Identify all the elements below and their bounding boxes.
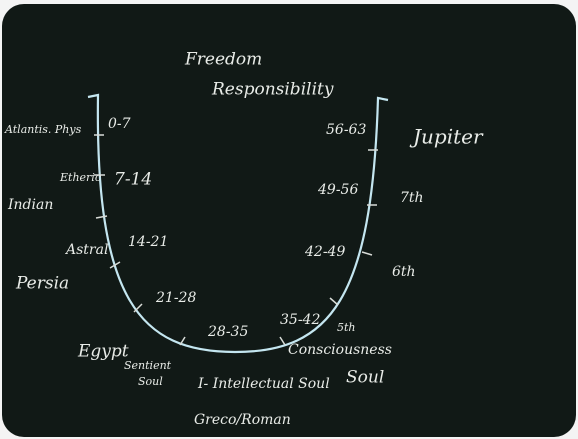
sentient-label: Soul	[138, 375, 163, 388]
header-line: Responsibility	[211, 80, 334, 100]
header-line: Freedom	[184, 50, 262, 70]
sentient-label: Sentient	[124, 359, 172, 372]
epoch-label: Greco/Roman	[194, 412, 291, 428]
age: 21-28	[155, 290, 196, 306]
consciousness-label: Consciousness	[288, 342, 392, 358]
epoch-label: Persia	[15, 274, 69, 294]
age: 28-35	[207, 324, 248, 340]
age: 49-56	[317, 182, 358, 198]
fifth-label: 5th	[337, 321, 356, 334]
body-label: Etheric	[59, 171, 101, 184]
age: 0-7	[108, 116, 131, 132]
soul-label: Soul	[346, 368, 384, 388]
board	[2, 4, 576, 437]
body-label: Astral	[64, 242, 108, 258]
chalkboard: Freedom Responsibility 0-7 7-14 14-21 21…	[0, 0, 578, 439]
epoch-label: Indian	[7, 197, 53, 213]
sixth-label: 6th	[392, 264, 416, 280]
age: 7-14	[114, 170, 152, 190]
body-label: Atlantis. Phys	[4, 123, 82, 136]
age: 14-21	[128, 234, 168, 250]
age: 56-63	[326, 122, 366, 138]
jupiter-label: Jupiter	[409, 125, 484, 149]
age: 35-42	[280, 312, 320, 328]
intellectual-label: I- Intellectual Soul	[197, 376, 330, 392]
age: 42-49	[304, 244, 345, 260]
seventh-label: 7th	[400, 190, 424, 206]
epoch-label: Egypt	[77, 342, 129, 362]
